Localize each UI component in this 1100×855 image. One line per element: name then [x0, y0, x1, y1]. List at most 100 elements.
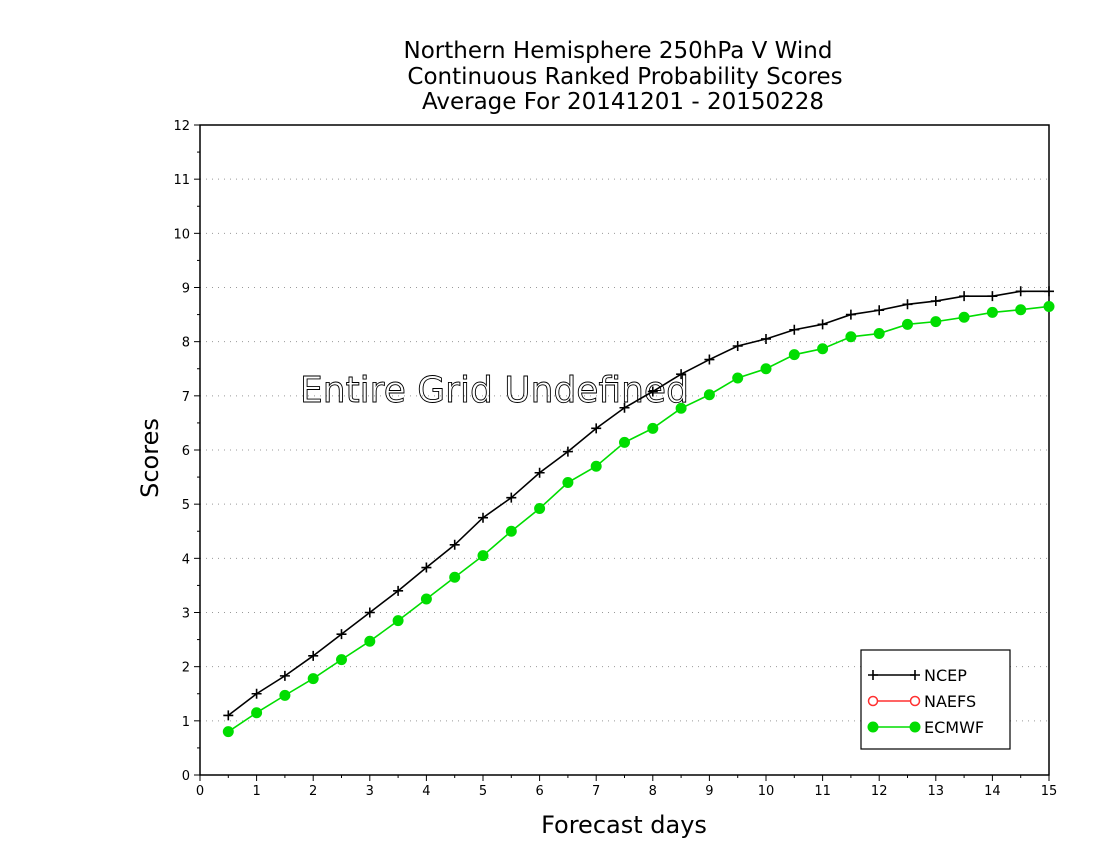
- ncep-data-point: [1044, 286, 1054, 297]
- ecmwf-data-point: [336, 654, 347, 666]
- x-axis-label: Forecast days: [541, 811, 707, 839]
- ecmwf-data-point: [902, 318, 913, 330]
- ecmwf-data-point: [873, 328, 885, 340]
- ecmwf-data-point: [732, 372, 744, 384]
- ecmwf-data-point: [505, 525, 517, 537]
- x-tick-label: 3: [366, 784, 374, 799]
- y-tick-label: 10: [173, 227, 190, 242]
- ncep-data-point: [732, 341, 743, 351]
- ecmwf-data-point: [449, 571, 461, 583]
- x-tick-label: 4: [422, 784, 430, 799]
- y-tick-label: 12: [173, 119, 190, 134]
- x-tick-label: 12: [871, 784, 888, 799]
- ncep-data-point: [478, 512, 488, 523]
- ncep-data-point: [251, 688, 262, 699]
- x-tick-label: 8: [649, 784, 657, 799]
- x-tick-label: 13: [928, 784, 945, 799]
- legend-box: [860, 649, 1011, 750]
- ncep-data-point: [506, 492, 517, 503]
- ncep-data-point: [789, 324, 800, 335]
- y-tick-label: 8: [182, 336, 190, 351]
- ncep-data-point: [591, 423, 602, 434]
- ncep-data-point: [421, 562, 432, 573]
- ncep-data-point: [534, 467, 545, 478]
- x-tick-label: 6: [535, 784, 543, 799]
- ncep-data-point: [704, 354, 715, 365]
- x-tick-label: 9: [705, 784, 713, 799]
- ecmwf-data-point: [675, 402, 687, 414]
- ncep-data-point: [308, 650, 319, 661]
- ecmwf-data-point: [420, 593, 432, 605]
- y-tick-label: 0: [182, 769, 190, 784]
- ecmwf-data-point: [562, 477, 574, 488]
- x-tick-label: 10: [758, 784, 775, 799]
- chart-title-line-3: Average For 20141201 - 20150228: [422, 89, 824, 115]
- ncep-data-point: [562, 446, 573, 457]
- ncep-data-point: [959, 291, 970, 302]
- axes: [194, 124, 1050, 781]
- y-tick-label: 3: [182, 607, 190, 622]
- ecmwf-data-point: [251, 707, 263, 719]
- ncep-data-point: [761, 333, 771, 344]
- ecmwf-data-point: [986, 306, 998, 318]
- ecmwf-data-point: [760, 363, 772, 375]
- ncep-data-point: [930, 296, 941, 307]
- y-tick-label: 7: [182, 390, 190, 405]
- series-lines: [222, 286, 1055, 738]
- ncep-data-point: [817, 319, 828, 330]
- ncep-data-point: [902, 299, 913, 310]
- y-tick-label: 1: [182, 715, 190, 730]
- ecmwf-data-point: [703, 389, 715, 401]
- legend-naefs-marker: [909, 695, 921, 707]
- ncep-data-point: [364, 607, 375, 618]
- ncep-data-point: [393, 585, 404, 596]
- ecmwf-data-point: [788, 349, 800, 361]
- ncep-data-point: [336, 629, 347, 640]
- chart-title-line-2: Continuous Ranked Probability Scores: [407, 64, 842, 90]
- y-axis-label: Scores: [136, 418, 164, 498]
- y-tick-label: 11: [173, 173, 190, 188]
- ecmwf-data-point: [392, 615, 404, 627]
- legend-ncep-marker: [868, 670, 878, 680]
- legend-ecmwf-marker: [867, 721, 879, 733]
- legend-ncep-label: NCEP: [924, 666, 967, 685]
- legend-ecmwf-label: ECMWF: [924, 718, 984, 737]
- legend: NCEP NAEFS ECMWF: [860, 649, 1011, 750]
- legend-ncep-marker: [910, 670, 920, 680]
- ncep-data-point: [874, 305, 885, 316]
- ecmwf-data-point: [958, 311, 970, 323]
- x-tick-label: 1: [252, 784, 260, 799]
- chart-title-line-1: Northern Hemisphere 250hPa V Wind: [404, 38, 833, 64]
- x-tick-label: 14: [984, 784, 1001, 799]
- ecmwf-data-point: [619, 436, 630, 448]
- ecmwf-data-point: [647, 422, 659, 434]
- y-tick-label: 4: [182, 552, 190, 567]
- ncep-data-point: [647, 386, 658, 397]
- x-tick-label: 11: [814, 784, 831, 799]
- x-tick-label: 7: [592, 784, 600, 799]
- x-tick-label: 0: [196, 784, 204, 799]
- ecmwf-data-point: [307, 673, 319, 685]
- ecmwf-data-point: [817, 343, 829, 355]
- legend-ecmwf-marker: [909, 721, 921, 733]
- ncep-data-point: [845, 309, 856, 320]
- y-tick-label: 2: [182, 661, 190, 676]
- y-tick-label: 9: [182, 282, 190, 297]
- x-tick-label: 15: [1041, 784, 1058, 799]
- y-tick-label: 6: [182, 444, 190, 459]
- ncep-data-point: [223, 710, 234, 721]
- ecmwf-data-point: [364, 635, 376, 647]
- ecmwf-data-point: [590, 460, 602, 472]
- ecmwf-data-point: [534, 503, 546, 514]
- ncep-data-point: [987, 291, 998, 302]
- ecmwf-data-point: [930, 316, 942, 328]
- y-tick-label: 5: [182, 498, 190, 513]
- ncep-data-point: [279, 670, 290, 681]
- legend-naefs-label: NAEFS: [924, 692, 976, 711]
- ecmwf-data-point: [279, 689, 291, 701]
- ecmwf-data-point: [845, 331, 857, 343]
- ecmwf-data-point: [222, 726, 234, 738]
- ecmwf-data-point: [1043, 300, 1055, 312]
